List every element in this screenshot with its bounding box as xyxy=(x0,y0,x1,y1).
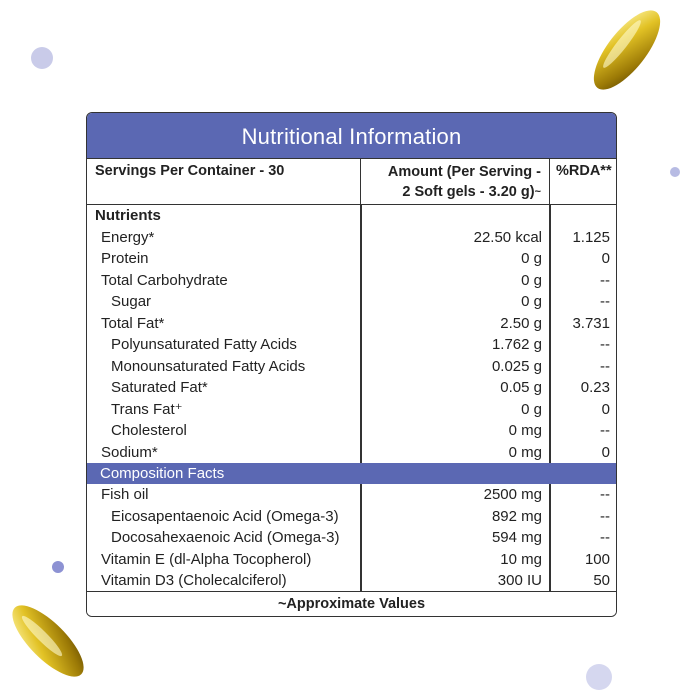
nutrient-rda: 0 xyxy=(601,400,610,418)
nutrition-panel: Nutritional Information Servings Per Con… xyxy=(86,112,617,617)
footer-note: ~Approximate Values xyxy=(87,591,616,616)
nutrient-name: Sugar xyxy=(111,293,152,310)
nutrient-rda: -- xyxy=(600,357,610,375)
nutrient-rda: -- xyxy=(600,293,610,310)
nutrient-amount: 0 g xyxy=(521,293,542,310)
table-row: Energy* 22.50 kcal 1.125 xyxy=(87,227,616,249)
nutrient-name: Monounsaturated Fatty Acids xyxy=(111,357,306,375)
nutrient-rda: 1.125 xyxy=(572,228,610,246)
nutrient-rda: -- xyxy=(600,486,610,503)
nutrient-name: Total Fat* xyxy=(101,314,165,332)
table-row: Total Fat* 2.50 g 3.731 xyxy=(87,313,616,335)
table-row: Vitamin D3 (Cholecalciferol) 300 IU 50 xyxy=(87,570,616,592)
nutrient-rda: -- xyxy=(600,507,610,525)
nutrient-name: Trans Fat⁺ xyxy=(111,400,183,418)
nutrient-name: Fish oil xyxy=(101,486,149,503)
nutrient-amount: 2500 mg xyxy=(483,486,542,503)
nutrient-amount: 0.025 g xyxy=(491,357,542,375)
table-row: Trans Fat⁺ 0 g 0 xyxy=(87,399,616,421)
approx-mark: ~ xyxy=(534,186,541,198)
nutrient-rda: 100 xyxy=(584,550,610,568)
amount-header-serving: 2 Soft gels - 3.20 g) xyxy=(402,184,535,200)
table-body: Nutrients Energy* 22.50 kcal 1.125 Protein 0… xyxy=(87,205,616,592)
table-row: Saturated Fat* 0.05 g 0.23 xyxy=(87,377,616,399)
nutrient-amount: 0 g xyxy=(521,400,542,418)
nutrient-rda: -- xyxy=(600,422,610,439)
nutrient-amount: 892 mg xyxy=(491,507,542,525)
table-row: Cholesterol 0 mg -- xyxy=(87,420,616,442)
nutrient-name: Energy* xyxy=(101,228,155,246)
nutrient-rda: -- xyxy=(600,271,610,289)
nutrients-heading-row: Nutrients xyxy=(87,205,616,227)
nutrient-amount: 0 mg xyxy=(508,443,542,461)
table-row: Eicosapentaenoic Acid (Omega-3) 892 mg -- xyxy=(87,506,616,528)
nutrients-list: Energy* 22.50 kcal 1.125 Protein 0 g 0 Total C… xyxy=(87,227,616,464)
nutrient-amount: 0 mg xyxy=(508,422,542,439)
table-row: Sugar 0 g -- xyxy=(87,291,616,313)
column-divider xyxy=(360,205,362,592)
composition-heading: Composition Facts xyxy=(87,463,616,484)
nutrient-name: Protein xyxy=(101,250,149,267)
amount-header: Amount (Per Serving - 2 Soft gels - 3.20… xyxy=(361,159,550,204)
nutrient-rda: -- xyxy=(600,336,610,353)
panel-title: Nutritional Information xyxy=(87,113,616,159)
column-divider xyxy=(549,205,551,592)
nutrient-amount: 1.762 g xyxy=(491,336,542,353)
nutrient-name: Sodium* xyxy=(101,443,158,461)
nutrient-amount: 22.50 kcal xyxy=(473,228,542,246)
nutrient-name: Total Carbohydrate xyxy=(101,271,228,289)
nutrient-amount: 594 mg xyxy=(491,529,542,546)
table-row: Total Carbohydrate 0 g -- xyxy=(87,270,616,292)
nutrient-amount: 300 IU xyxy=(497,572,542,589)
nutrient-name: Vitamin E (dl-Alpha Tocopherol) xyxy=(101,550,312,568)
table-row: Polyunsaturated Fatty Acids 1.762 g -- xyxy=(87,334,616,356)
table-header: Servings Per Container - 30 Amount (Per … xyxy=(87,159,616,205)
nutrient-rda: 0.23 xyxy=(580,379,610,396)
nutrients-heading: Nutrients xyxy=(95,207,161,224)
table-row: Vitamin E (dl-Alpha Tocopherol) 10 mg 100 xyxy=(87,549,616,571)
amount-header-line1: Amount (Per Serving - xyxy=(387,164,541,180)
nutrient-name: Eicosapentaenoic Acid (Omega-3) xyxy=(111,507,339,525)
nutrient-rda: 3.731 xyxy=(572,314,610,332)
nutrient-amount: 0.05 g xyxy=(500,379,542,396)
table-row: Monounsaturated Fatty Acids 0.025 g -- xyxy=(87,356,616,378)
nutrient-rda: -- xyxy=(600,529,610,546)
amount-header-line2: 2 Soft gels - 3.20 g)~ xyxy=(361,182,541,202)
nutrient-name: Vitamin D3 (Cholecalciferol) xyxy=(101,572,287,589)
nutrient-amount: 10 mg xyxy=(500,550,542,568)
servings-header: Servings Per Container - 30 xyxy=(87,159,361,204)
decor-dot xyxy=(52,561,64,573)
rda-header: %RDA** xyxy=(556,163,612,179)
nutrient-name: Saturated Fat* xyxy=(111,379,208,396)
nutrient-rda: 50 xyxy=(593,572,610,589)
table-row: Docosahexaenoic Acid (Omega-3) 594 mg -- xyxy=(87,527,616,549)
table-row: Protein 0 g 0 xyxy=(87,248,616,270)
decor-dot xyxy=(586,664,612,690)
nutrient-amount: 0 g xyxy=(521,271,542,289)
composition-list: Fish oil 2500 mg -- Eicosapentaenoic Acid (… xyxy=(87,484,616,592)
nutrient-rda: 0 xyxy=(601,443,610,461)
softgel-capsule-icon xyxy=(12,605,84,677)
table-row: Fish oil 2500 mg -- xyxy=(87,484,616,506)
nutrient-rda: 0 xyxy=(601,250,610,267)
nutrient-amount: 2.50 g xyxy=(500,314,542,332)
nutrient-name: Polyunsaturated Fatty Acids xyxy=(111,336,297,353)
nutrient-amount: 0 g xyxy=(521,250,542,267)
nutrient-name: Cholesterol xyxy=(111,422,187,439)
softgel-capsule-icon xyxy=(593,10,661,90)
table-row: Sodium* 0 mg 0 xyxy=(87,442,616,464)
decor-dot xyxy=(31,47,53,69)
decor-dot xyxy=(670,167,680,177)
nutrient-name: Docosahexaenoic Acid (Omega-3) xyxy=(111,529,340,546)
